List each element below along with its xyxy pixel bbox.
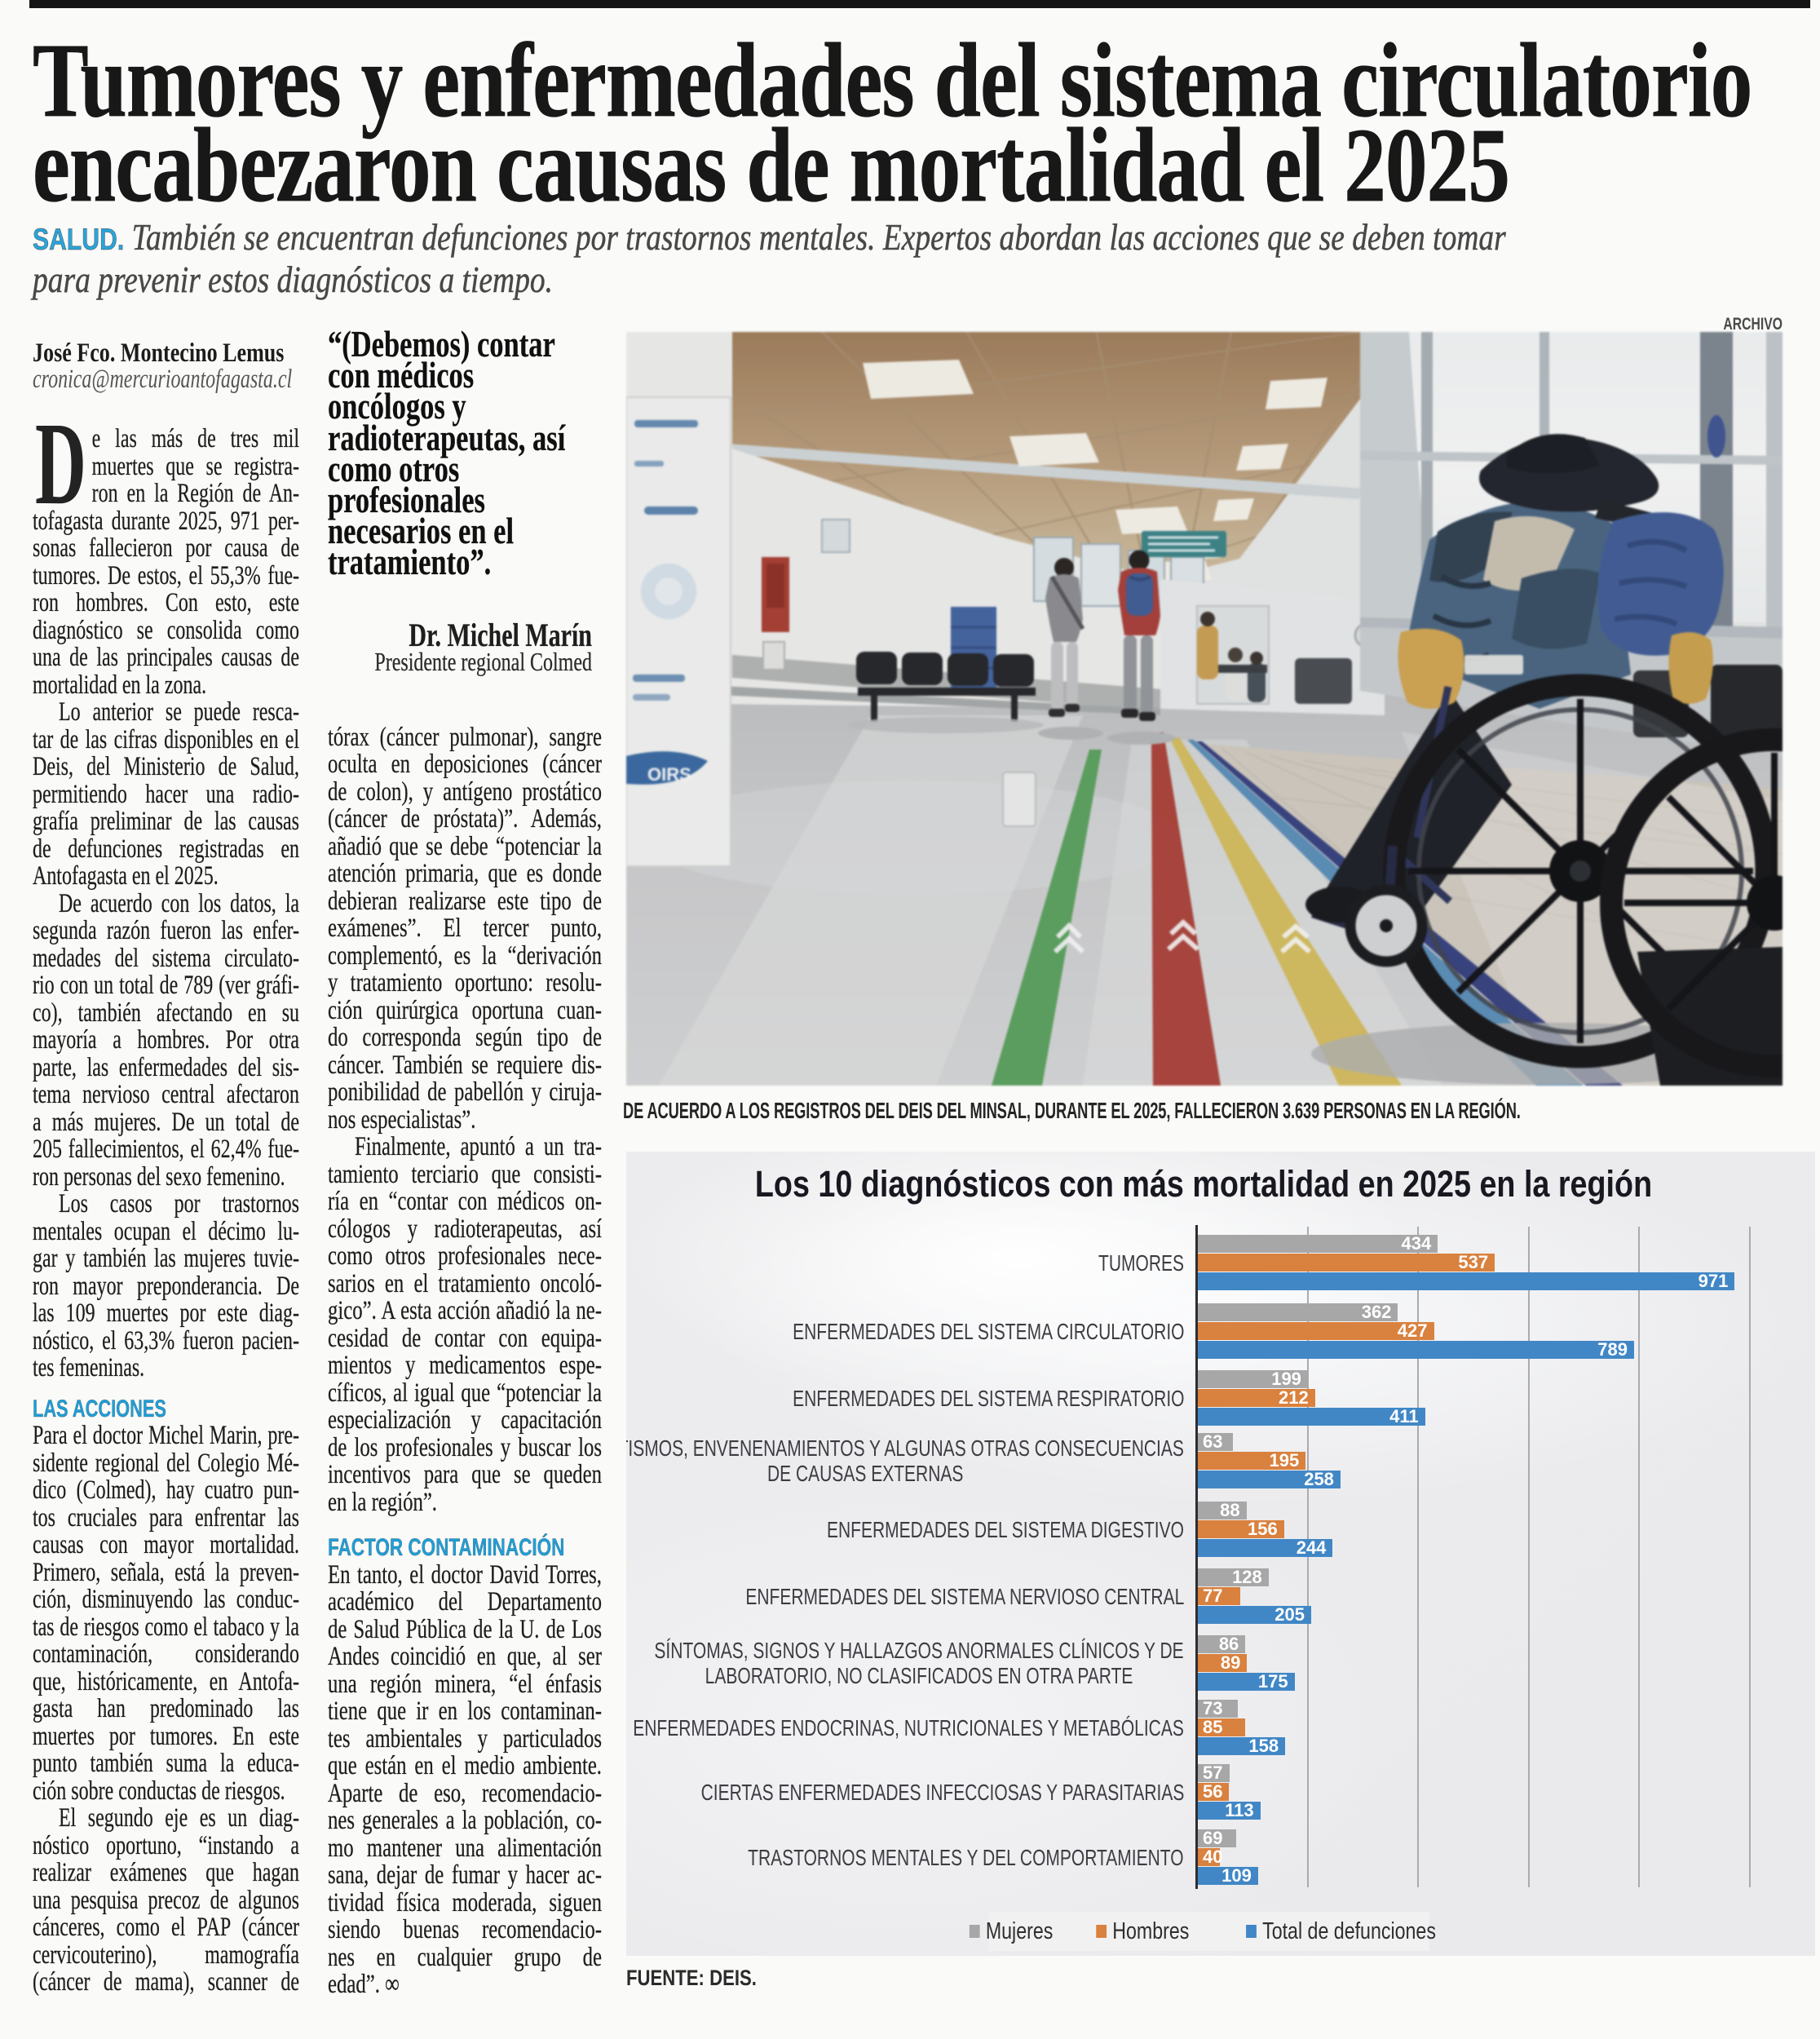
svg-text:OIRS: OIRS xyxy=(647,764,691,785)
